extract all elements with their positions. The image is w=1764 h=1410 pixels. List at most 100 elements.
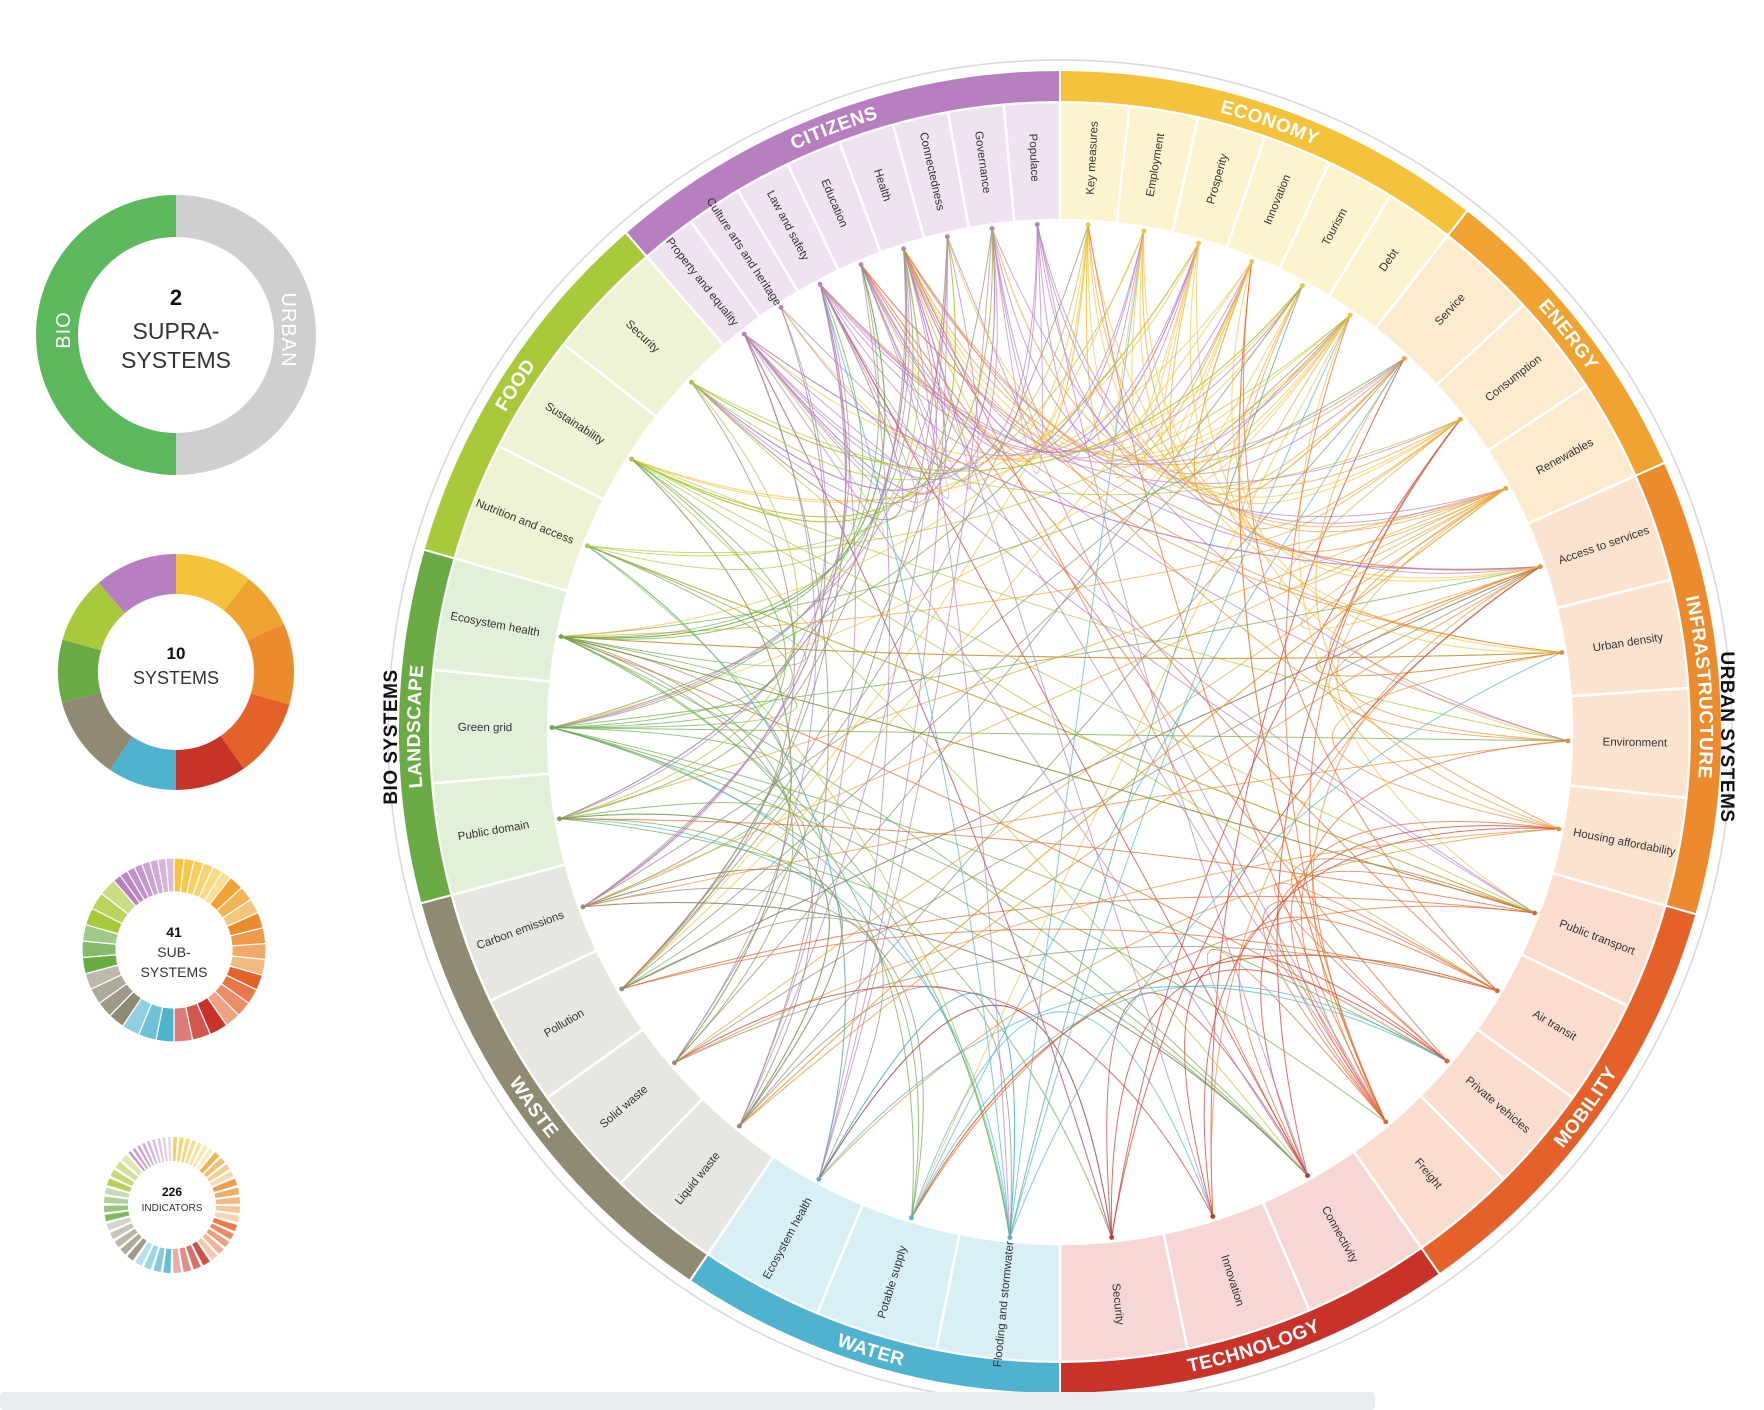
node-dot: [1347, 312, 1353, 318]
systems-caption: SYSTEMS: [133, 668, 219, 688]
connection-link: [691, 283, 904, 521]
connection-link: [903, 243, 1200, 453]
connection-link: [903, 248, 1214, 1217]
indicators-donut-segment: [143, 1245, 159, 1270]
connection-link: [551, 236, 948, 729]
connection-link: [1036, 224, 1253, 462]
subsystems-caption-line1: SUB-: [157, 944, 191, 960]
connection-link: [819, 230, 1145, 457]
connection-link: [739, 566, 1541, 1127]
connection-link: [674, 828, 1559, 1064]
indicators-donut-segment: [106, 1217, 132, 1231]
connection-link: [1238, 261, 1387, 1123]
indicators-donut-segment: [210, 1171, 234, 1187]
connection-link: [1238, 916, 1498, 1176]
supra-bio-label: BIO: [53, 311, 75, 348]
connection-link: [991, 228, 1461, 490]
indicators-donut-segment: [212, 1178, 237, 1193]
node-dot: [741, 331, 747, 337]
connection-link: [674, 566, 1541, 1064]
connection-link: [621, 307, 827, 990]
system-segment-citizens[interactable]: [624, 68, 1061, 258]
connection-link: [1284, 314, 1387, 1123]
node-dot: [1109, 1234, 1115, 1240]
connection-link: [903, 248, 1559, 830]
node-dot: [1503, 485, 1509, 491]
supra-bio-segment: [36, 195, 177, 475]
node-dot: [558, 634, 564, 639]
node-dot: [1383, 1119, 1389, 1125]
indicators-donut-segment: [157, 1138, 165, 1163]
indicators-donut-segment: [192, 1241, 210, 1266]
systems-donut-segment-energy: [224, 579, 284, 641]
connection-link: [582, 740, 1568, 908]
node-dot: [1565, 738, 1571, 744]
connection-link: [818, 236, 948, 1180]
connection-link: [1276, 418, 1461, 1176]
indicators-donut-segment: [104, 1187, 130, 1198]
connection-link: [560, 636, 914, 1218]
connection-link: [587, 248, 920, 570]
connection-link: [559, 802, 806, 990]
bottom-scrollbar[interactable]: [0, 1392, 1375, 1410]
connection-link: [818, 985, 1448, 1180]
connection-link: [691, 285, 1303, 472]
connection-link: [621, 895, 1535, 990]
indicators-donut-segment: [209, 1223, 234, 1240]
connection-link: [560, 636, 784, 908]
connection-link: [551, 566, 1541, 729]
node-dot: [944, 234, 950, 240]
indicators-donut-segment: [104, 1205, 129, 1213]
indicators-donut-segment: [163, 1248, 172, 1273]
node-dot: [1249, 259, 1255, 264]
connection-link: [911, 905, 1535, 1219]
node-dot: [557, 816, 562, 822]
connection-links: [551, 224, 1569, 1238]
connection-link: [911, 954, 1498, 1219]
connection-link: [1161, 243, 1351, 489]
connection-link: [739, 358, 1405, 1127]
subsystem-label-environment: Environment: [1603, 736, 1669, 749]
connection-link: [1312, 566, 1541, 1123]
connection-link: [561, 248, 914, 638]
connection-link: [818, 228, 993, 1180]
node-dot: [1532, 910, 1538, 916]
node-dot: [619, 986, 625, 992]
connection-link: [1298, 314, 1535, 914]
indicators-donut-segment: [186, 1244, 201, 1270]
connection-link: [561, 487, 1506, 637]
systems-donut-segment-mobility: [220, 693, 290, 769]
connection-link: [819, 283, 1405, 465]
connection-link: [691, 248, 938, 504]
indicators-donut-segment: [167, 1137, 172, 1162]
connection-link: [631, 458, 1568, 742]
connection-link: [551, 727, 1386, 1123]
indicators-donut-segment: [110, 1169, 135, 1187]
connection-link: [818, 828, 1559, 1180]
connection-link: [819, 284, 1011, 1238]
connection-link: [561, 636, 1562, 659]
connection-link: [1193, 261, 1405, 506]
systems-donut-segment-technology: [176, 735, 244, 790]
connection-link: [559, 381, 799, 820]
connection-link: [1131, 230, 1351, 480]
connection-link: [738, 236, 948, 1127]
connection-link: [551, 636, 798, 729]
connection-link: [991, 228, 1145, 462]
subsystems-donut-segment: [165, 857, 175, 893]
supra-caption-line2: SYSTEMS: [121, 347, 231, 373]
connection-link: [587, 545, 1535, 914]
connection-link: [1203, 827, 1559, 1217]
systems-donut: 10 SYSTEMS: [57, 554, 295, 790]
node-dot: [584, 543, 590, 549]
connection-link: [551, 727, 1568, 742]
main-wheel: Key measures Employment Prosperity Innovati…: [387, 59, 1733, 1405]
connection-link: [560, 636, 1535, 914]
node-dot: [1210, 1214, 1216, 1219]
indicators-donut-segment: [141, 1142, 155, 1166]
system-label-landscape: LANDSCAPE: [404, 664, 428, 789]
connection-link: [743, 333, 1309, 1176]
urban-systems-label: URBAN SYSTEMS: [1716, 651, 1737, 822]
connection-link: [1169, 243, 1405, 496]
connection-link: [743, 333, 1541, 570]
